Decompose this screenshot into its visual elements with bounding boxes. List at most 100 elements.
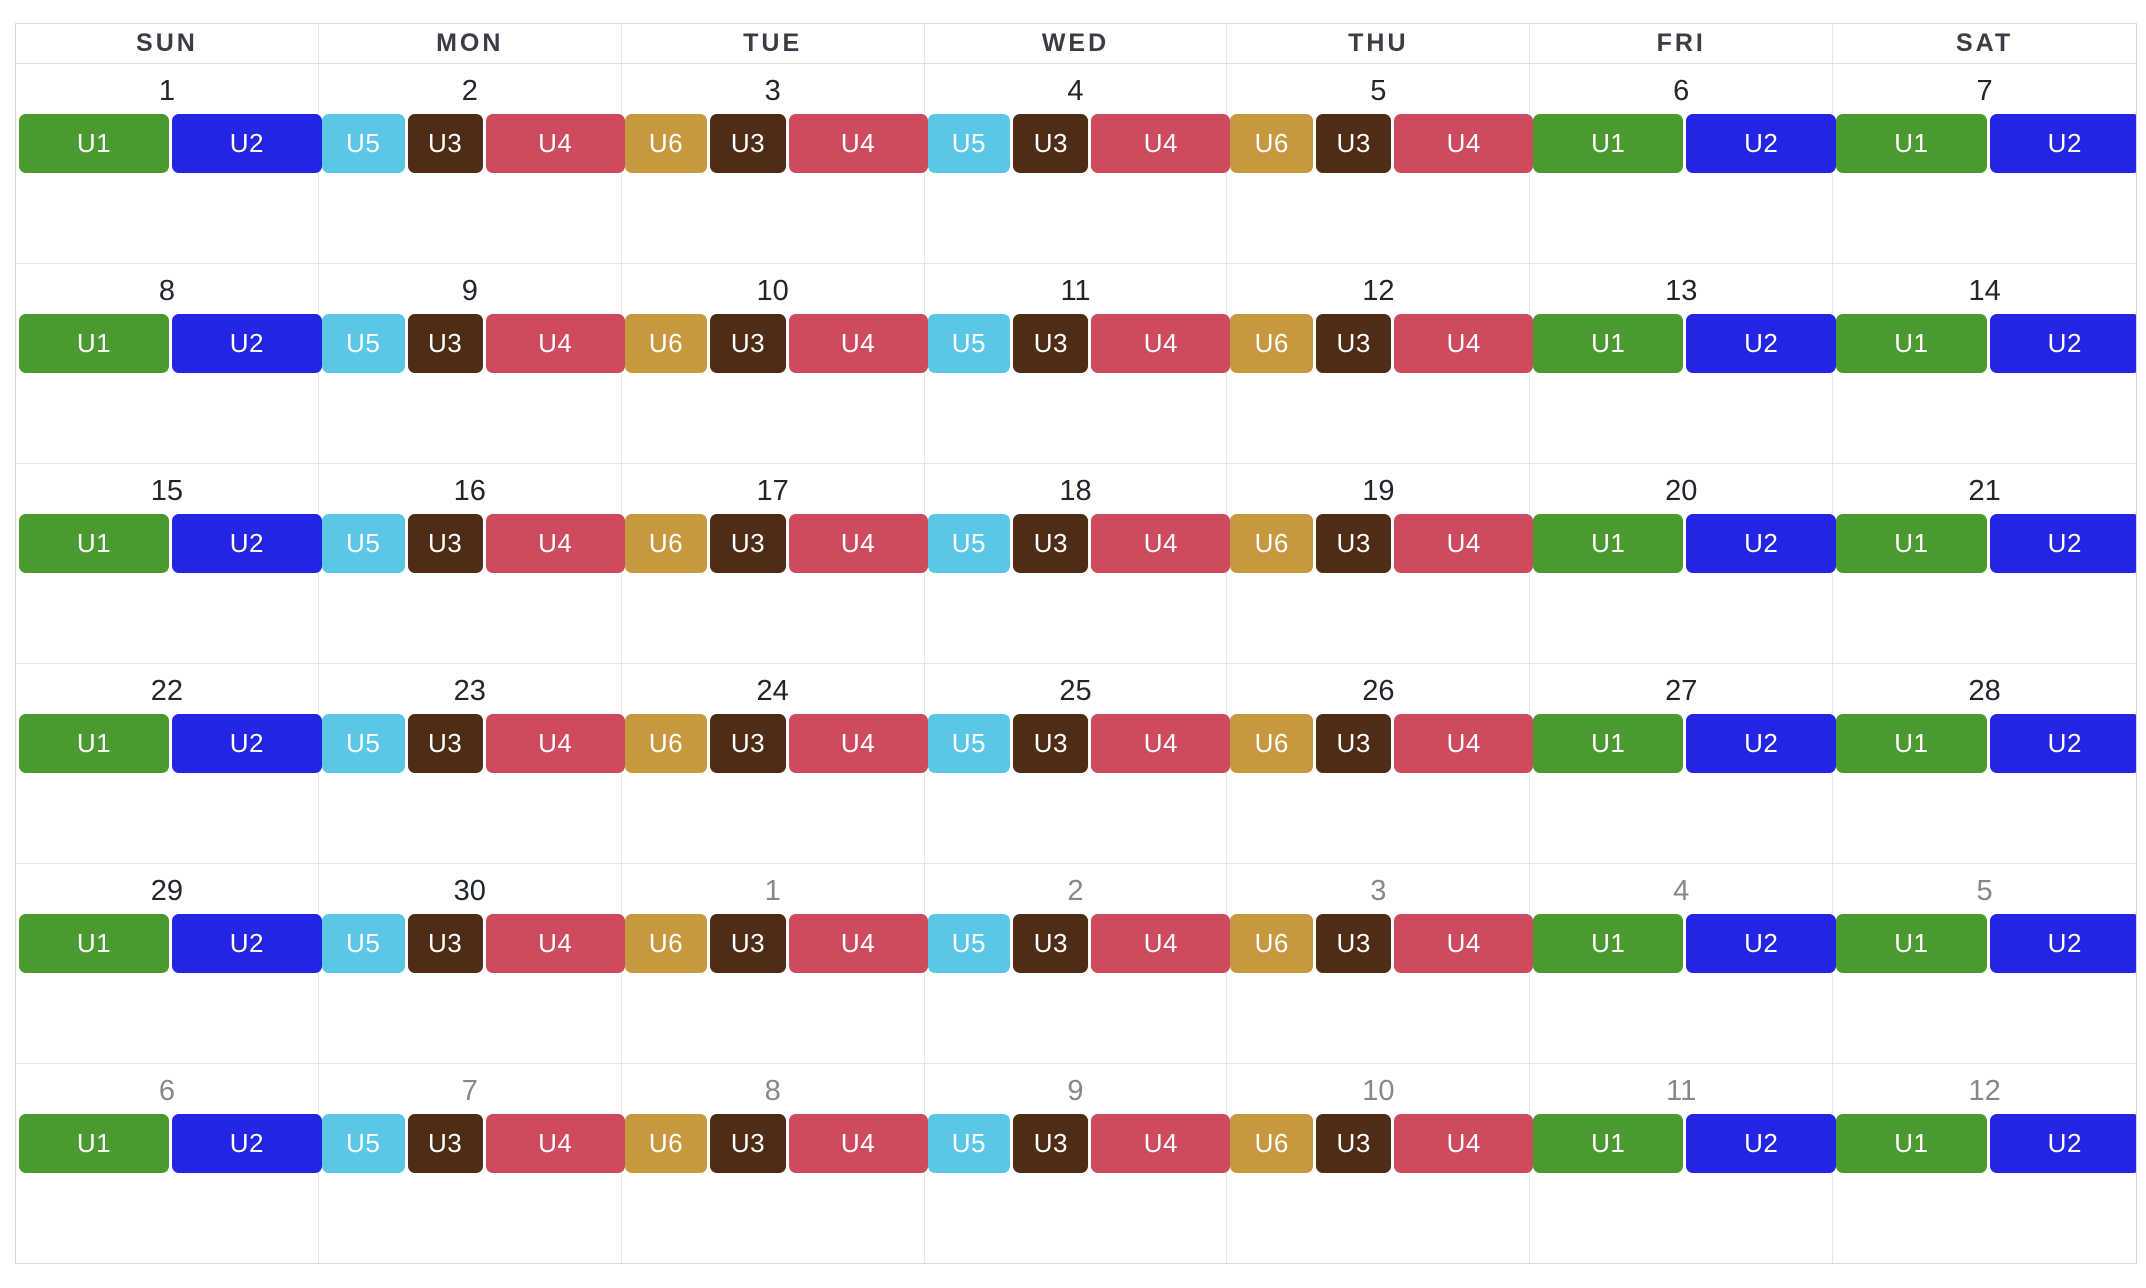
day-cell-sat-14[interactable]: 14 U1 U2 <box>1833 264 2136 463</box>
day-cell-thu-10[interactable]: 10 U6 U3 U4 <box>1227 1064 1534 1263</box>
event-bar-u5[interactable]: U5 <box>321 314 405 373</box>
day-cell-sun-1[interactable]: 1 U1 U2 <box>16 64 322 263</box>
day-cell-tue-17[interactable]: 17 U6 U3 U4 <box>622 464 928 663</box>
event-bar-u3[interactable]: U3 <box>407 514 483 573</box>
event-bar-u2[interactable]: U2 <box>1989 114 2136 173</box>
day-cell-sun-29[interactable]: 29 U1 U2 <box>16 864 322 1063</box>
event-bar-u3[interactable]: U3 <box>407 314 483 373</box>
day-cell-sun-6[interactable]: 6 U1 U2 <box>16 1064 322 1263</box>
event-bar-u5[interactable]: U5 <box>321 114 405 173</box>
event-bar-u6[interactable]: U6 <box>624 314 708 373</box>
event-bar-u4[interactable]: U4 <box>788 514 928 573</box>
event-bar-u3[interactable]: U3 <box>407 714 483 773</box>
event-bar-u6[interactable]: U6 <box>1230 1114 1314 1173</box>
event-bar-u4[interactable]: U4 <box>788 714 928 773</box>
day-cell-sun-15[interactable]: 15 U1 U2 <box>16 464 322 663</box>
event-bar-u1[interactable]: U1 <box>19 514 169 573</box>
event-bar-u1[interactable]: U1 <box>19 1114 169 1173</box>
event-bar-u6[interactable]: U6 <box>1230 914 1314 973</box>
day-cell-fri-4[interactable]: 4 U1 U2 <box>1530 864 1837 1063</box>
event-bar-u4[interactable]: U4 <box>1394 714 1534 773</box>
event-bar-u1[interactable]: U1 <box>1836 114 1987 173</box>
event-bar-u4[interactable]: U4 <box>788 1114 928 1173</box>
event-bar-u4[interactable]: U4 <box>788 314 928 373</box>
day-cell-thu-19[interactable]: 19 U6 U3 U4 <box>1227 464 1534 663</box>
event-bar-u3[interactable]: U3 <box>407 914 483 973</box>
event-bar-u6[interactable]: U6 <box>1230 514 1314 573</box>
event-bar-u1[interactable]: U1 <box>1836 314 1987 373</box>
event-bar-u6[interactable]: U6 <box>624 1114 708 1173</box>
day-cell-mon-2[interactable]: 2 U5 U3 U4 <box>319 64 625 263</box>
event-bar-u3[interactable]: U3 <box>1316 714 1392 773</box>
day-cell-mon-23[interactable]: 23 U5 U3 U4 <box>319 664 625 863</box>
event-bar-u2[interactable]: U2 <box>171 714 322 773</box>
event-bar-u4[interactable]: U4 <box>1091 514 1231 573</box>
event-bar-u1[interactable]: U1 <box>1533 1114 1684 1173</box>
day-cell-sat-21[interactable]: 21 U1 U2 <box>1833 464 2136 663</box>
event-bar-u5[interactable]: U5 <box>927 1114 1011 1173</box>
event-bar-u4[interactable]: U4 <box>1091 914 1231 973</box>
event-bar-u1[interactable]: U1 <box>1836 1114 1987 1173</box>
event-bar-u6[interactable]: U6 <box>624 714 708 773</box>
event-bar-u3[interactable]: U3 <box>710 114 786 173</box>
event-bar-u4[interactable]: U4 <box>1091 114 1231 173</box>
event-bar-u5[interactable]: U5 <box>321 914 405 973</box>
event-bar-u3[interactable]: U3 <box>1013 714 1089 773</box>
day-cell-fri-6[interactable]: 6 U1 U2 <box>1530 64 1837 263</box>
day-cell-sat-28[interactable]: 28 U1 U2 <box>1833 664 2136 863</box>
event-bar-u2[interactable]: U2 <box>1686 514 1837 573</box>
day-cell-wed-4[interactable]: 4 U5 U3 U4 <box>925 64 1231 263</box>
event-bar-u2[interactable]: U2 <box>171 314 322 373</box>
event-bar-u6[interactable]: U6 <box>624 514 708 573</box>
event-bar-u3[interactable]: U3 <box>710 914 786 973</box>
event-bar-u5[interactable]: U5 <box>927 114 1011 173</box>
event-bar-u1[interactable]: U1 <box>1533 714 1684 773</box>
event-bar-u5[interactable]: U5 <box>927 914 1011 973</box>
event-bar-u4[interactable]: U4 <box>1394 114 1534 173</box>
day-cell-fri-11[interactable]: 11 U1 U2 <box>1530 1064 1837 1263</box>
event-bar-u6[interactable]: U6 <box>624 914 708 973</box>
event-bar-u5[interactable]: U5 <box>321 714 405 773</box>
day-cell-thu-3[interactable]: 3 U6 U3 U4 <box>1227 864 1534 1063</box>
event-bar-u5[interactable]: U5 <box>927 514 1011 573</box>
event-bar-u5[interactable]: U5 <box>927 314 1011 373</box>
event-bar-u3[interactable]: U3 <box>1316 114 1392 173</box>
day-cell-thu-26[interactable]: 26 U6 U3 U4 <box>1227 664 1534 863</box>
day-cell-wed-9[interactable]: 9 U5 U3 U4 <box>925 1064 1231 1263</box>
event-bar-u6[interactable]: U6 <box>1230 114 1314 173</box>
event-bar-u2[interactable]: U2 <box>171 514 322 573</box>
day-cell-tue-1[interactable]: 1 U6 U3 U4 <box>622 864 928 1063</box>
event-bar-u1[interactable]: U1 <box>1533 114 1684 173</box>
event-bar-u4[interactable]: U4 <box>485 114 625 173</box>
event-bar-u3[interactable]: U3 <box>1013 1114 1089 1173</box>
event-bar-u2[interactable]: U2 <box>171 914 322 973</box>
event-bar-u3[interactable]: U3 <box>710 714 786 773</box>
event-bar-u4[interactable]: U4 <box>485 314 625 373</box>
event-bar-u4[interactable]: U4 <box>485 914 625 973</box>
event-bar-u6[interactable]: U6 <box>1230 314 1314 373</box>
event-bar-u2[interactable]: U2 <box>1989 514 2136 573</box>
event-bar-u5[interactable]: U5 <box>321 1114 405 1173</box>
day-cell-sat-12[interactable]: 12 U1 U2 <box>1833 1064 2136 1263</box>
day-cell-sun-22[interactable]: 22 U1 U2 <box>16 664 322 863</box>
event-bar-u4[interactable]: U4 <box>1394 1114 1534 1173</box>
day-cell-wed-25[interactable]: 25 U5 U3 U4 <box>925 664 1231 863</box>
day-cell-sat-5[interactable]: 5 U1 U2 <box>1833 864 2136 1063</box>
event-bar-u1[interactable]: U1 <box>1533 914 1684 973</box>
event-bar-u4[interactable]: U4 <box>1091 714 1231 773</box>
day-cell-fri-27[interactable]: 27 U1 U2 <box>1530 664 1837 863</box>
day-cell-tue-8[interactable]: 8 U6 U3 U4 <box>622 1064 928 1263</box>
event-bar-u5[interactable]: U5 <box>927 714 1011 773</box>
event-bar-u6[interactable]: U6 <box>1230 714 1314 773</box>
day-cell-thu-5[interactable]: 5 U6 U3 U4 <box>1227 64 1534 263</box>
event-bar-u3[interactable]: U3 <box>407 1114 483 1173</box>
event-bar-u2[interactable]: U2 <box>1686 714 1837 773</box>
event-bar-u2[interactable]: U2 <box>1686 914 1837 973</box>
event-bar-u1[interactable]: U1 <box>19 714 169 773</box>
event-bar-u4[interactable]: U4 <box>1394 314 1534 373</box>
day-cell-tue-3[interactable]: 3 U6 U3 U4 <box>622 64 928 263</box>
event-bar-u5[interactable]: U5 <box>321 514 405 573</box>
event-bar-u2[interactable]: U2 <box>171 1114 322 1173</box>
event-bar-u2[interactable]: U2 <box>1989 914 2136 973</box>
event-bar-u1[interactable]: U1 <box>1533 314 1684 373</box>
